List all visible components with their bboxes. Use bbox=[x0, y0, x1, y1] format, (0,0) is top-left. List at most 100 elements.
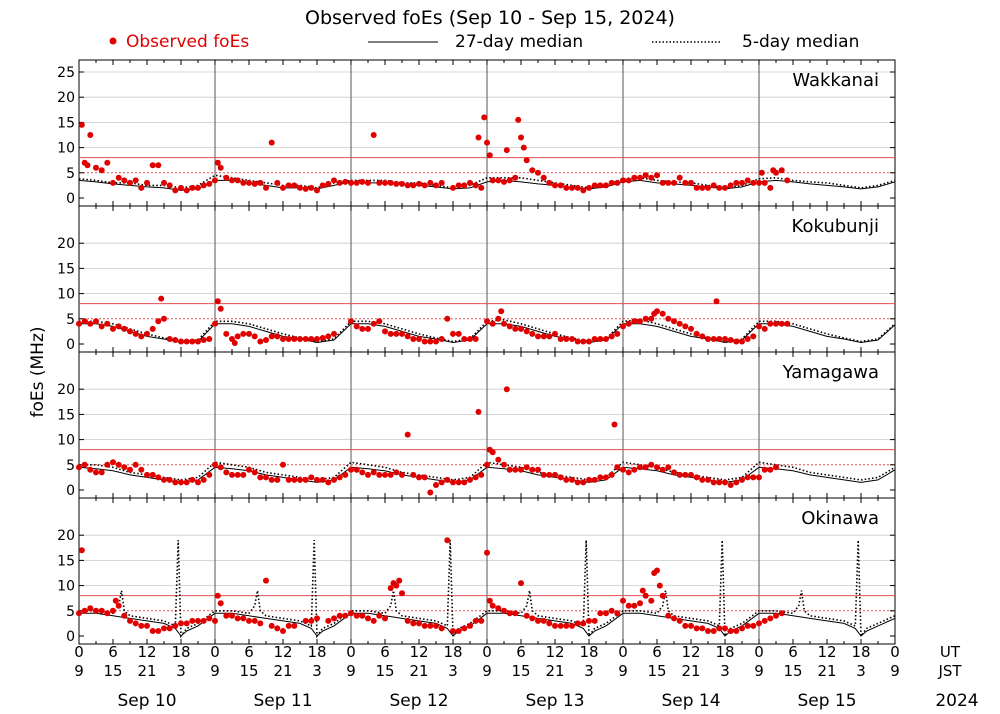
observed-point bbox=[178, 338, 184, 345]
observed-point bbox=[263, 184, 269, 191]
observed-point bbox=[563, 184, 570, 191]
observed-point bbox=[297, 476, 303, 483]
observed-point bbox=[240, 615, 247, 622]
observed-point bbox=[705, 336, 711, 342]
observed-point bbox=[739, 625, 745, 632]
observed-point bbox=[161, 179, 167, 186]
observed-point bbox=[557, 622, 564, 629]
observed-point bbox=[756, 620, 762, 627]
observed-point bbox=[654, 172, 660, 179]
observed-point bbox=[200, 617, 207, 624]
observed-point bbox=[688, 471, 694, 478]
jst-tick-label: 15 bbox=[375, 662, 394, 680]
observed-point bbox=[614, 464, 621, 471]
observed-point bbox=[229, 471, 235, 478]
observed-point bbox=[110, 179, 116, 186]
day-label: Sep 14 bbox=[661, 691, 720, 711]
ut-tick-label: 12 bbox=[681, 643, 700, 661]
observed-point bbox=[399, 471, 405, 478]
observed-point bbox=[518, 134, 524, 141]
observed-point bbox=[569, 336, 575, 342]
observed-point bbox=[291, 336, 298, 342]
observed-point bbox=[104, 320, 111, 327]
observed-point bbox=[206, 180, 213, 187]
observed-point bbox=[155, 474, 162, 481]
observed-point bbox=[274, 179, 281, 186]
observed-point bbox=[353, 323, 360, 330]
observed-point bbox=[166, 476, 173, 483]
observed-point bbox=[580, 620, 587, 627]
observed-point bbox=[229, 177, 235, 184]
ut-tick-label: 0 bbox=[210, 643, 220, 661]
observed-point bbox=[574, 184, 581, 191]
observed-point bbox=[722, 336, 728, 342]
observed-point bbox=[200, 337, 207, 343]
observed-point bbox=[149, 628, 156, 634]
observed-point bbox=[212, 177, 218, 184]
observed-point bbox=[580, 338, 587, 345]
observed-point bbox=[138, 184, 145, 191]
observed-point bbox=[614, 330, 621, 337]
observed-point bbox=[642, 464, 649, 471]
observed-point bbox=[382, 179, 388, 186]
observed-point bbox=[319, 335, 326, 341]
observed-point bbox=[274, 625, 281, 632]
panel-okinawa: 0 5 10 15 20 Okinawa bbox=[57, 497, 896, 645]
observed-point bbox=[404, 431, 411, 438]
observed-point bbox=[586, 184, 592, 191]
observed-point bbox=[246, 617, 252, 624]
observed-point bbox=[302, 617, 309, 624]
observed-point bbox=[206, 615, 213, 622]
observed-point bbox=[348, 466, 354, 473]
observed-point bbox=[410, 471, 417, 478]
observed-point bbox=[217, 600, 224, 607]
observed-point bbox=[495, 456, 502, 463]
median5-series bbox=[78, 174, 896, 189]
observed-point bbox=[461, 336, 468, 342]
observed-point bbox=[297, 336, 303, 342]
jst-tick-label: 21 bbox=[681, 662, 700, 680]
observed-point bbox=[189, 617, 196, 624]
observed-point bbox=[404, 617, 411, 624]
observed-point bbox=[603, 474, 609, 481]
observed-point bbox=[472, 474, 479, 481]
observed-point bbox=[336, 474, 343, 481]
observed-point bbox=[416, 474, 422, 481]
observed-point bbox=[115, 602, 122, 609]
ut-tick-label: 0 bbox=[618, 643, 628, 661]
observed-point bbox=[676, 320, 683, 327]
observed-point bbox=[506, 466, 513, 473]
ut-tick-label: 6 bbox=[380, 643, 390, 661]
observed-point bbox=[257, 179, 264, 186]
observed-point bbox=[710, 628, 717, 634]
observed-point bbox=[710, 182, 717, 189]
observed-point bbox=[450, 330, 456, 337]
observed-point bbox=[495, 177, 502, 184]
observed-point bbox=[498, 308, 505, 315]
jst-tick-label: 15 bbox=[239, 662, 258, 680]
observed-point bbox=[291, 182, 298, 189]
observed-point bbox=[410, 336, 417, 342]
observed-point bbox=[410, 620, 417, 627]
observed-point bbox=[121, 325, 128, 332]
observed-point bbox=[206, 471, 213, 478]
observed-point bbox=[501, 607, 507, 614]
observed-point bbox=[540, 174, 547, 181]
observed-point bbox=[132, 177, 139, 184]
observed-point bbox=[557, 336, 564, 342]
observed-point bbox=[625, 320, 632, 327]
panel-kokubunji: 0 5 10 15 20 Kokubunji bbox=[57, 205, 896, 353]
observed-point bbox=[325, 479, 332, 486]
station-label: Okinawa bbox=[801, 508, 879, 529]
observed-point bbox=[280, 461, 286, 468]
observed-point bbox=[761, 179, 768, 186]
observed-point bbox=[138, 466, 145, 473]
observed-point bbox=[115, 461, 122, 468]
observed-point bbox=[773, 464, 779, 471]
observed-point bbox=[76, 610, 82, 617]
observed-point bbox=[214, 298, 221, 305]
legend-median5-label: 5-day median bbox=[742, 32, 859, 52]
observed-point bbox=[501, 461, 507, 468]
observed-point bbox=[489, 177, 496, 184]
ut-tick-label: 18 bbox=[715, 643, 734, 661]
